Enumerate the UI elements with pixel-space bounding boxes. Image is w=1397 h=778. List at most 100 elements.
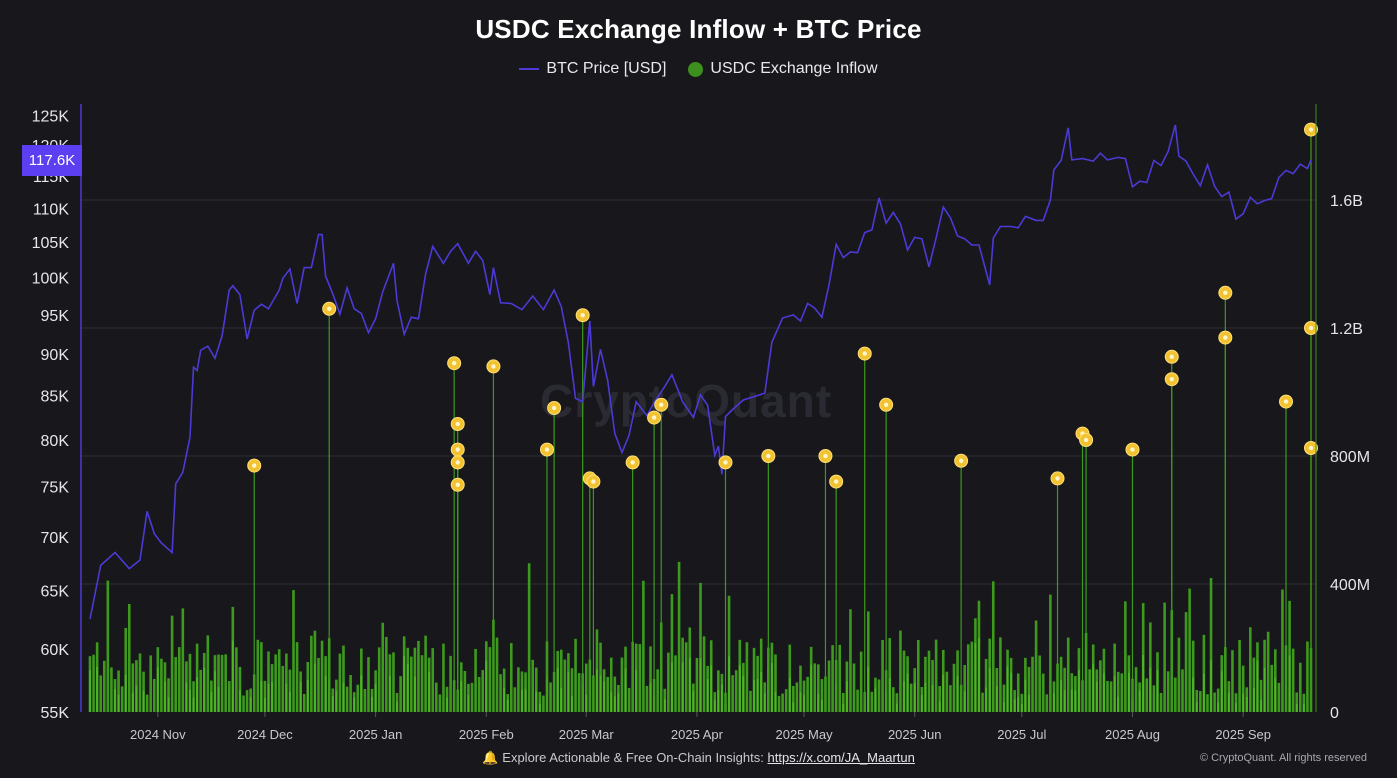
inflow-bar <box>866 611 870 712</box>
inflow-bar <box>310 635 313 712</box>
left-tick-label: 70K <box>41 530 70 547</box>
inflow-bar <box>239 689 241 712</box>
inflow-bar <box>938 686 942 712</box>
legend-label-usdc-inflow: USDC Exchange Inflow <box>710 60 878 77</box>
inflow-bar <box>903 681 905 712</box>
inflow-bar <box>984 658 988 712</box>
inflow-bar <box>638 644 642 712</box>
inflow-bar <box>949 685 952 712</box>
inflow-bar <box>867 666 870 712</box>
inflow-bar <box>820 679 824 712</box>
inflow-bar <box>727 595 731 712</box>
inflow-bar <box>1302 704 1305 712</box>
right-tick-label: 400M <box>1330 577 1370 594</box>
inflow-bar <box>1106 680 1109 712</box>
legend-label-btc-price: BTC Price [USD] <box>546 60 667 77</box>
inflow-bar <box>749 690 752 712</box>
inflow-bar <box>978 638 980 712</box>
inflow-bar <box>1109 681 1113 712</box>
inflow-bar <box>342 682 345 712</box>
inflow-bar <box>1288 655 1291 712</box>
inflow-bar <box>1060 680 1062 712</box>
spike-marker-center <box>455 421 460 427</box>
inflow-bar <box>435 682 438 712</box>
inflow-bar <box>214 671 216 712</box>
inflow-bar <box>227 681 231 712</box>
inflow-bar <box>170 615 174 712</box>
inflow-bar <box>585 694 588 712</box>
inflow-bar <box>1263 667 1266 712</box>
spike-markers <box>247 122 1318 492</box>
inflow-bar <box>1192 677 1195 712</box>
inflow-bar <box>1145 678 1149 712</box>
inflow-bar <box>142 690 145 712</box>
inflow-bar <box>1306 641 1309 712</box>
inflow-bar <box>477 677 481 712</box>
inflow-bar <box>1070 689 1073 712</box>
inflow-bar <box>788 677 791 712</box>
inflow-bar <box>642 580 645 712</box>
left-tick-label: 105K <box>32 235 70 252</box>
inflow-bar <box>235 647 238 712</box>
inflow-bar <box>1053 693 1055 712</box>
inflow-bar <box>752 647 756 712</box>
x-tick-label: 2025 Mar <box>559 727 615 742</box>
inflow-bar <box>345 686 349 712</box>
inflow-bar <box>877 679 881 712</box>
inflow-bar <box>460 681 463 712</box>
inflow-bar <box>924 682 927 712</box>
inflow-bar <box>1252 657 1256 712</box>
inflow-bar <box>264 697 266 712</box>
inflow-bar <box>838 644 842 712</box>
inflow-bar <box>645 685 649 712</box>
inflow-bar <box>895 693 899 712</box>
inflow-bar <box>485 660 488 712</box>
inflow-bar <box>285 653 288 712</box>
inflow-bar <box>624 668 627 712</box>
inflow-bar <box>945 671 949 712</box>
inflow-bar <box>606 676 609 712</box>
inflow-bar <box>542 695 545 712</box>
legend-item-usdc-inflow[interactable]: USDC Exchange Inflow <box>688 60 878 78</box>
inflow-bar <box>167 678 170 712</box>
right-tick-label: 0 <box>1330 705 1339 722</box>
inflow-bar <box>1156 670 1159 712</box>
inflow-bar <box>563 659 567 712</box>
inflow-bar <box>289 691 291 712</box>
inflow-bar <box>474 648 477 712</box>
inflow-bar <box>114 688 116 712</box>
inflow-bar <box>635 669 638 712</box>
inflow-bar <box>92 654 95 712</box>
inflow-bar <box>288 669 292 712</box>
inflow-bar <box>1213 692 1216 712</box>
footer-link[interactable]: https://x.com/JA_Maartun <box>767 750 915 765</box>
inflow-bar <box>1277 682 1281 712</box>
left-tick-label: 75K <box>41 480 70 497</box>
inflow-bar <box>1202 634 1206 712</box>
inflow-bar <box>1041 673 1045 712</box>
left-tick-label: 125K <box>32 109 70 126</box>
spike-marker-center <box>833 479 839 484</box>
inflow-bar <box>891 687 895 712</box>
spike-marker-center <box>1308 445 1314 451</box>
inflow-bar <box>556 667 559 712</box>
spike-marker-center <box>630 460 635 465</box>
inflow-bar <box>131 692 134 712</box>
x-tick-label: 2025 Apr <box>671 727 724 742</box>
inflow-bar <box>231 640 234 712</box>
inflow-bar <box>1191 640 1195 712</box>
legend-item-btc-price[interactable]: BTC Price [USD] <box>519 60 666 78</box>
inflow-bar <box>831 645 834 712</box>
inflow-bar <box>356 684 360 712</box>
inflow-bar <box>692 691 695 712</box>
inflow-bar <box>1295 692 1299 712</box>
inflow-bar <box>1045 694 1049 712</box>
inflow-bar <box>285 683 288 712</box>
dot-swatch-icon <box>688 61 704 77</box>
inflow-bar <box>110 667 113 712</box>
x-tick-label: 2025 Jan <box>349 727 403 742</box>
inflow-bar <box>120 686 124 712</box>
inflow-bar <box>649 646 652 712</box>
inflow-bar <box>906 673 909 712</box>
